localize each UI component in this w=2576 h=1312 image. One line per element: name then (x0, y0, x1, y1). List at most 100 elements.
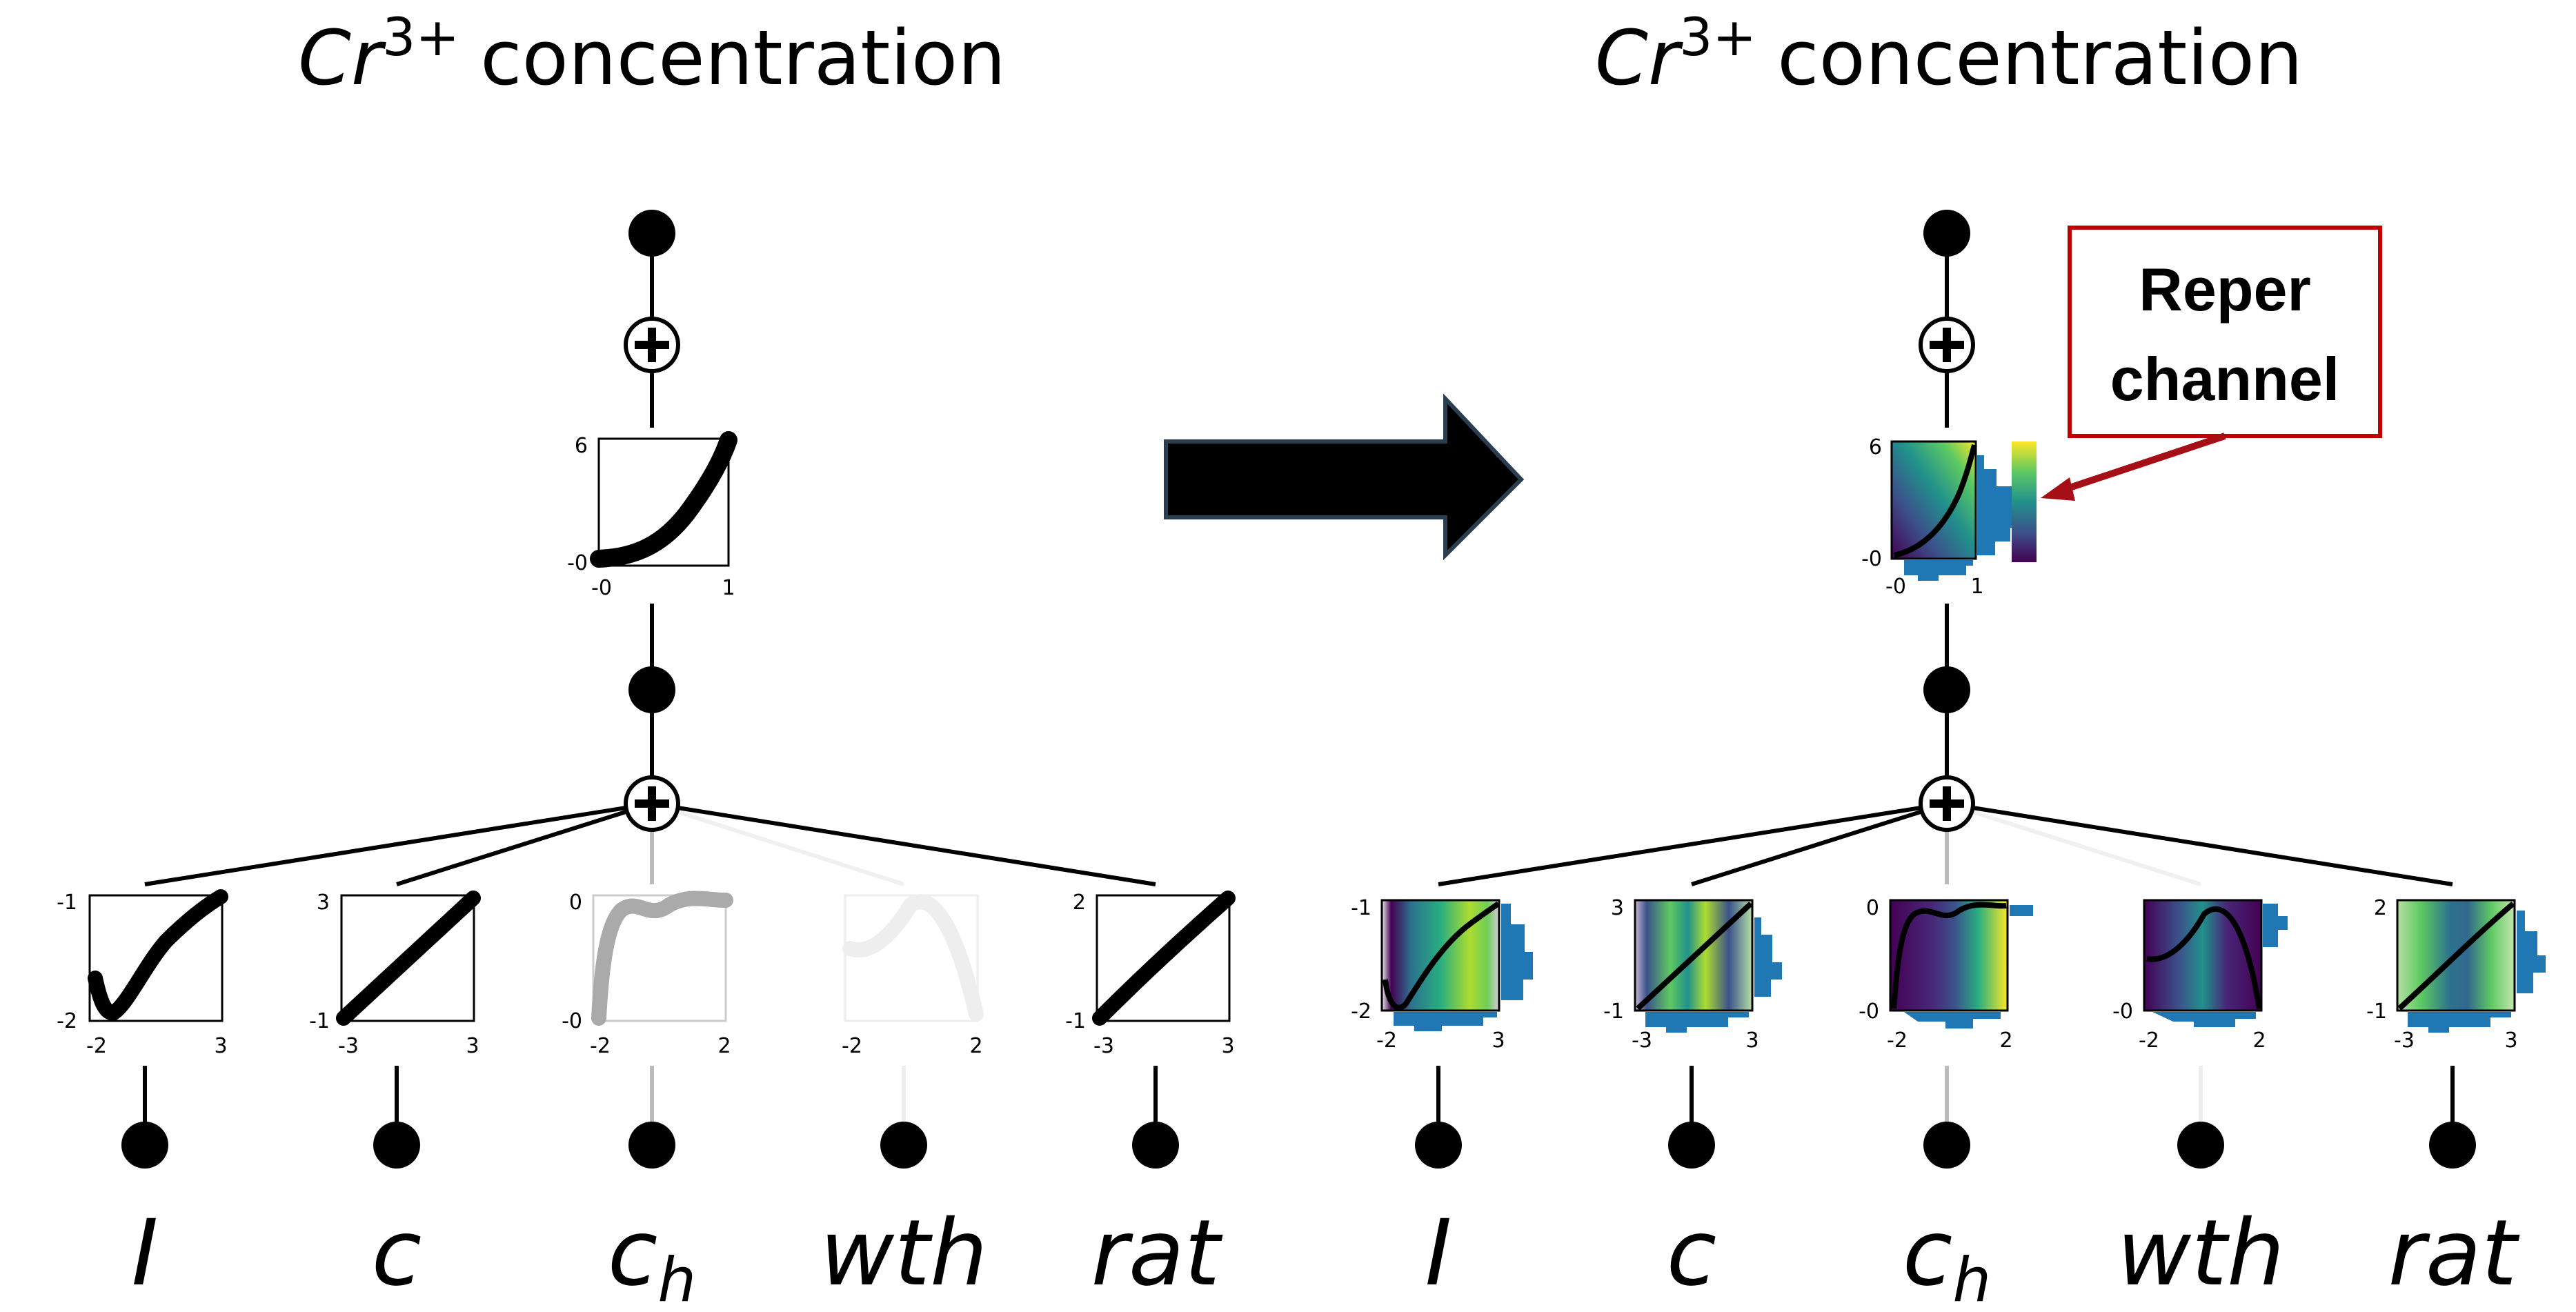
input-label-c: c (1667, 1200, 1717, 1306)
histogram-right (2263, 904, 2288, 947)
svg-text:-1: -1 (57, 891, 77, 915)
input-node-I (1415, 1122, 1462, 1169)
activation-plot-c: 3 -1 -3 3 (309, 891, 481, 1058)
svg-text:3: 3 (466, 1034, 479, 1058)
svg-text:-3: -3 (2394, 1028, 2415, 1053)
histogram-right (2517, 911, 2546, 993)
svg-text:-2: -2 (1376, 1028, 1397, 1053)
svg-text:-0: -0 (1861, 547, 1882, 571)
svg-text:-0: -0 (1885, 575, 1906, 599)
activation-plot-rat: 2 -1 -3 3 (2366, 896, 2546, 1053)
input-node-wth (880, 1122, 927, 1169)
input-label-wth: wth (2117, 1200, 2284, 1306)
svg-text:2: 2 (969, 1034, 982, 1058)
input-node-c (373, 1122, 420, 1169)
svg-text:3: 3 (1492, 1028, 1505, 1053)
input-label-I: I (132, 1200, 159, 1306)
histogram-bottom (1904, 560, 1973, 581)
svg-text:-2: -2 (2139, 1028, 2159, 1053)
output-activation-plot: 6 -0 -0 1 (1861, 435, 2021, 599)
sum-node-bottom (1919, 775, 1975, 832)
input-label-rat: rat (1091, 1200, 1223, 1306)
input-node-I (121, 1122, 168, 1169)
histogram-bottom (1904, 1012, 2001, 1028)
svg-text:3: 3 (1221, 1034, 1234, 1058)
histogram-bottom (2408, 1012, 2511, 1033)
svg-text:1: 1 (1970, 575, 1983, 599)
activation-plot-rat: 2 -1 -3 3 (1065, 891, 1236, 1058)
left-title: Cr3+ concentration (298, 6, 1006, 102)
output-node (1923, 210, 1970, 257)
reper-channel-colorbar (2012, 441, 2037, 562)
transition-arrow (1164, 393, 1525, 561)
sum-node-top (624, 317, 680, 373)
svg-text:-1: -1 (1351, 896, 1371, 920)
svg-text:3: 3 (2504, 1028, 2517, 1053)
histogram-bottom (2152, 1012, 2256, 1027)
input-node-wth (2177, 1122, 2224, 1169)
input-node-rat (2429, 1122, 2476, 1169)
svg-text:channel: channel (2110, 345, 2340, 413)
svg-text:-1: -1 (1065, 1009, 1086, 1033)
svg-text:-0: -0 (567, 551, 588, 575)
svg-text:3: 3 (1745, 1028, 1758, 1053)
svg-text:2: 2 (1073, 891, 1086, 915)
hidden-node (628, 666, 675, 713)
svg-text:-2: -2 (57, 1009, 77, 1033)
activation-plot-ch: 0 -0 -2 2 (1859, 896, 2033, 1053)
input-node-c (1668, 1122, 1715, 1169)
svg-text:-2: -2 (590, 1034, 611, 1058)
activation-plot-I: -1 -2 -2 3 (1351, 896, 1533, 1053)
svg-text:-3: -3 (1093, 1034, 1114, 1058)
activation-plot-ch: 0 -0 -2 2 (562, 891, 733, 1058)
output-node (628, 210, 675, 257)
input-node-ch (628, 1122, 675, 1169)
histogram-right (1501, 904, 1533, 1000)
svg-text:2: 2 (1999, 1028, 2012, 1053)
histogram-right (1977, 455, 2021, 555)
histogram-right (2010, 905, 2033, 916)
activation-plot-wth: -2 2 (842, 894, 984, 1058)
activation-plot-wth: -0 -2 2 (2112, 899, 2288, 1053)
svg-text:2: 2 (717, 1034, 731, 1058)
svg-text:-2: -2 (1351, 1000, 1371, 1024)
svg-text:0: 0 (1866, 896, 1879, 920)
input-label-rat: rat (2388, 1200, 2520, 1306)
svg-text:6: 6 (575, 434, 588, 458)
sum-node-bottom (624, 775, 680, 832)
histogram-bottom (1645, 1012, 1749, 1033)
svg-text:-2: -2 (86, 1034, 107, 1058)
input-label-c: c (372, 1200, 422, 1306)
input-label-ch: ch (608, 1200, 696, 1312)
svg-text:-3: -3 (338, 1034, 359, 1058)
svg-text:-1: -1 (2366, 1000, 2387, 1024)
right-title: Cr3+ concentration (1595, 6, 2303, 102)
activation-plot-I: -1 -2 -2 3 (57, 889, 228, 1058)
histogram-bottom (1394, 1012, 1497, 1031)
callout-arrow (2041, 433, 2226, 501)
sum-node-top (1919, 317, 1975, 373)
input-label-wth: wth (820, 1200, 987, 1306)
hidden-node (1923, 666, 1970, 713)
svg-text:-3: -3 (1632, 1028, 1652, 1053)
svg-text:6: 6 (1869, 435, 1882, 459)
input-label-ch: ch (1903, 1200, 1991, 1312)
output-activation-plot: 6 -0 -0 1 (567, 431, 737, 600)
left-panel: Cr3+ concentration 6 -0 -0 1 (57, 6, 1236, 1312)
input-node-ch (1923, 1122, 1970, 1169)
right-panel: Cr3+ concentration 6 -0 -0 1 Reper (1351, 6, 2546, 1312)
svg-text:0: 0 (569, 891, 582, 915)
svg-text:2: 2 (2252, 1028, 2266, 1053)
svg-text:-0: -0 (562, 1009, 582, 1033)
activation-plot-c: 3 -1 -3 3 (1603, 896, 1782, 1053)
svg-text:-1: -1 (1603, 1000, 1624, 1024)
histogram-right (1754, 917, 1782, 997)
reper-channel-callout: Reper channel (2068, 226, 2382, 438)
svg-text:3: 3 (317, 891, 330, 915)
svg-text:3: 3 (1611, 896, 1624, 920)
svg-text:-0: -0 (2112, 1000, 2133, 1024)
input-label-I: I (1425, 1200, 1452, 1306)
svg-text:-1: -1 (309, 1009, 330, 1033)
svg-text:1: 1 (722, 576, 735, 600)
